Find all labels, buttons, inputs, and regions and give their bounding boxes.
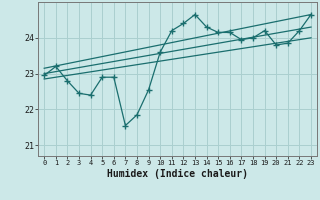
X-axis label: Humidex (Indice chaleur): Humidex (Indice chaleur) (107, 169, 248, 179)
